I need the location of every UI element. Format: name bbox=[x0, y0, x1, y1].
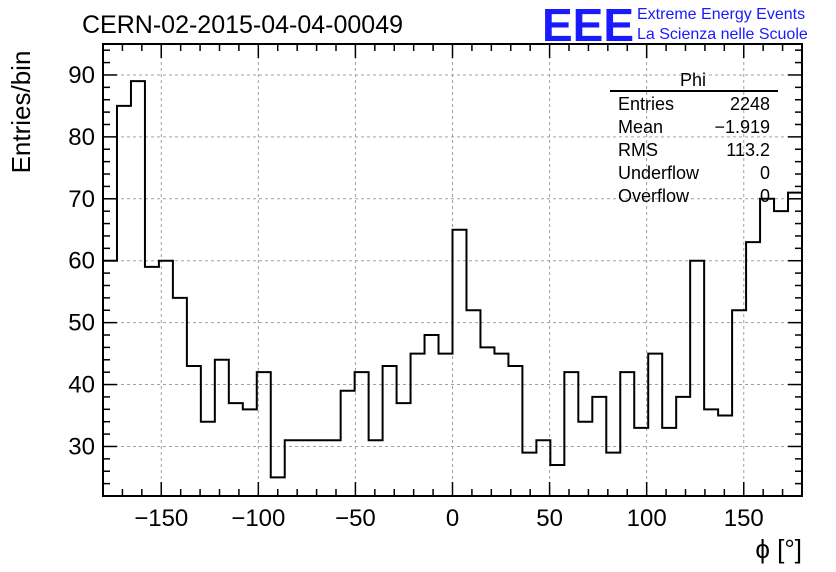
chart-title: CERN-02-2015-04-04-00049 bbox=[82, 11, 403, 39]
stats-row-label: Mean bbox=[618, 117, 663, 137]
histogram-bin bbox=[746, 242, 760, 496]
histogram-bin bbox=[453, 230, 467, 496]
y-tick-label: 80 bbox=[68, 124, 95, 151]
logo-line-1: Extreme Energy Events bbox=[637, 6, 805, 23]
histogram-bin bbox=[243, 409, 257, 496]
histogram-bin bbox=[788, 193, 802, 496]
histogram-bin bbox=[592, 397, 606, 496]
histogram-bin bbox=[718, 416, 732, 496]
histogram-bin bbox=[578, 422, 592, 496]
y-tick-label: 70 bbox=[68, 186, 95, 213]
histogram-bin bbox=[425, 335, 439, 496]
y-axis-label: Entries/bin bbox=[6, 51, 36, 174]
histogram-bin bbox=[313, 440, 327, 496]
stats-row-value: −1.919 bbox=[714, 117, 770, 137]
x-tick-label: 150 bbox=[724, 505, 764, 532]
y-tick-label: 50 bbox=[68, 310, 95, 337]
histogram-bin bbox=[439, 354, 453, 496]
histogram-bin bbox=[732, 310, 746, 496]
stats-row-label: Underflow bbox=[618, 163, 700, 183]
stats-row-value: 2248 bbox=[730, 94, 770, 114]
histogram-bin bbox=[369, 440, 383, 496]
x-tick-label: −150 bbox=[134, 505, 188, 532]
histogram-line bbox=[103, 80, 802, 479]
stats-row-value: 0 bbox=[760, 186, 770, 206]
histogram-bin bbox=[480, 347, 494, 496]
histogram-bin bbox=[257, 372, 271, 496]
stats-row-value: 113.2 bbox=[726, 140, 770, 160]
histogram-bin bbox=[704, 409, 718, 496]
y-tick-label: 30 bbox=[68, 433, 95, 460]
logo-acronym: EEE bbox=[542, 0, 634, 51]
y-tick-label: 60 bbox=[68, 248, 95, 275]
x-tick-label: −50 bbox=[335, 505, 376, 532]
x-tick-label: 100 bbox=[627, 505, 667, 532]
y-tick-label: 90 bbox=[68, 62, 95, 89]
histogram-bin bbox=[564, 372, 578, 496]
histogram-bin bbox=[285, 440, 299, 496]
histogram-bin bbox=[648, 354, 662, 496]
histogram-bin bbox=[411, 354, 425, 496]
stats-rows: Entries 2248 Mean −1.919 RMS 113.2 Underflow 0 O… bbox=[618, 94, 770, 206]
histogram-bin bbox=[131, 81, 145, 496]
histogram-bin bbox=[159, 261, 173, 496]
histogram-bin bbox=[774, 211, 788, 496]
histogram-bin bbox=[341, 391, 355, 496]
histogram-bin bbox=[201, 422, 215, 496]
x-tick-label: 0 bbox=[446, 505, 459, 532]
eee-logo: EEE Extreme Energy Events La Scienza nel… bbox=[542, 0, 808, 51]
histogram-bin bbox=[522, 453, 536, 496]
stats-box: Phi Entries 2248 Mean −1.919 RMS 113.2 Underfl… bbox=[610, 70, 778, 206]
x-axis-ticks: −150 −100 −50 0 50 100 150 bbox=[102, 44, 803, 532]
histogram-bin bbox=[117, 106, 131, 496]
histogram-bin bbox=[355, 372, 369, 496]
x-tick-label: 50 bbox=[536, 505, 563, 532]
histogram-bin bbox=[536, 440, 550, 496]
histogram-bin bbox=[508, 366, 522, 496]
histogram-bin bbox=[145, 267, 159, 496]
histogram-bin bbox=[187, 366, 201, 496]
histogram-bin bbox=[550, 465, 564, 496]
y-tick-label: 40 bbox=[68, 372, 95, 399]
histogram-bin bbox=[397, 403, 411, 496]
histogram-bin bbox=[229, 403, 243, 496]
stats-row-label: Entries bbox=[618, 94, 674, 114]
histogram-bin bbox=[103, 261, 117, 496]
histogram-bin bbox=[466, 310, 480, 496]
histogram-bin bbox=[327, 440, 341, 496]
histogram-bin bbox=[383, 366, 397, 496]
histogram-bin bbox=[760, 199, 774, 496]
y-axis-ticks: 30 40 50 60 70 80 90 bbox=[68, 49, 802, 497]
histogram-bin bbox=[494, 354, 508, 496]
stats-title: Phi bbox=[680, 70, 706, 90]
stats-row-label: RMS bbox=[618, 140, 658, 160]
stats-row-label: Overflow bbox=[618, 186, 690, 206]
x-tick-label: −100 bbox=[231, 505, 285, 532]
histogram-bin bbox=[215, 360, 229, 496]
histogram-bin bbox=[676, 397, 690, 496]
stats-row-value: 0 bbox=[760, 163, 770, 183]
logo-line-2: La Scienza nelle Scuole bbox=[637, 26, 808, 43]
x-axis-label: ϕ [°] bbox=[755, 534, 802, 564]
histogram-bin bbox=[173, 298, 187, 496]
histogram-bin bbox=[620, 372, 634, 496]
histogram-bin bbox=[662, 428, 676, 496]
histogram-series bbox=[103, 80, 802, 496]
histogram-bin bbox=[299, 440, 313, 496]
histogram-bin bbox=[690, 261, 704, 496]
